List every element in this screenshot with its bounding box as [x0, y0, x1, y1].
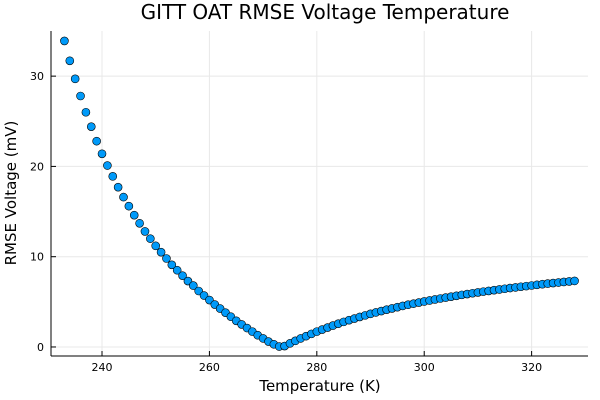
data-point [151, 241, 161, 251]
data-point [162, 254, 171, 263]
x-tick-label: 300 [414, 361, 435, 374]
data-point [135, 218, 144, 228]
data-point [65, 56, 75, 66]
x-tick-label: 280 [306, 361, 327, 374]
data-point [146, 234, 155, 243]
y-tick-label: 30 [30, 70, 44, 83]
data-point [156, 247, 166, 257]
data-point [570, 276, 579, 286]
data-point [119, 192, 128, 202]
data-point [124, 201, 134, 211]
grid-lines [51, 31, 588, 356]
y-axis-label: RMSE Voltage (mV) [2, 121, 20, 266]
data-point [113, 182, 123, 192]
data-point [92, 136, 101, 146]
data-point [103, 161, 112, 170]
y-axis-ticks: 0 10 20 30 [30, 70, 56, 354]
data-point [108, 172, 118, 181]
x-tick-label: 260 [199, 361, 220, 374]
data-point [189, 281, 198, 290]
data-point [97, 149, 107, 159]
data-point [129, 210, 139, 220]
data-point [86, 122, 96, 131]
x-axis-label: Temperature (K) [258, 377, 380, 395]
x-axis-ticks: 240 260 280 300 320 [92, 351, 542, 374]
data-point [172, 265, 182, 275]
data-point [178, 271, 187, 280]
data-point [81, 107, 91, 117]
y-tick-label: 20 [30, 160, 44, 173]
x-tick-label: 320 [521, 361, 542, 374]
chart-title: GITT OAT RMSE Voltage Temperature [141, 0, 510, 24]
y-tick-label: 10 [30, 251, 44, 264]
data-point [70, 74, 80, 84]
y-tick-label: 0 [37, 341, 44, 354]
data-point [60, 36, 69, 46]
data-point [167, 260, 177, 270]
x-tick-label: 240 [92, 361, 113, 374]
data-points [60, 36, 579, 351]
data-point [140, 227, 150, 236]
data-point [76, 91, 85, 101]
